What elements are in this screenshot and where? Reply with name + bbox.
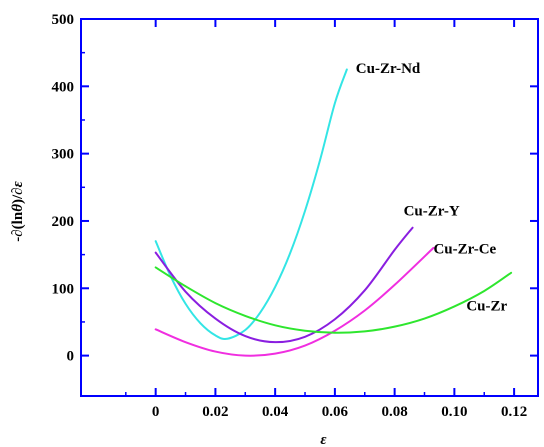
- series-label: Cu-Zr: [466, 299, 507, 315]
- x-tick-label: 0.12: [501, 404, 527, 420]
- y-tick-label: 500: [52, 12, 75, 28]
- y-axis-label-theta: θ: [10, 204, 26, 212]
- y-tick-label: 400: [52, 79, 75, 95]
- x-tick-label: 0.04: [262, 404, 289, 420]
- tick-layer: 0 0.02 0.04 0.06 0.08 0.10 0.12 0 100 200 300 400 50…: [52, 12, 538, 420]
- y-axis-label-open: (ln: [10, 211, 26, 229]
- y-axis-label: -∂(lnθ)/∂ε: [10, 180, 26, 241]
- series-line-cu-zr: [154, 266, 513, 334]
- x-tick-label: 0: [152, 404, 160, 420]
- annotation-layer: Cu-Zr-Nd Cu-Zr-Y Cu-Zr-Ce Cu-Zr: [356, 61, 508, 315]
- series-label: Cu-Zr-Nd: [356, 61, 421, 77]
- series-line-cu-zr-y: [154, 226, 414, 344]
- series-label: Cu-Zr-Y: [404, 204, 460, 220]
- y-axis-label-epsilon: ε: [10, 180, 26, 187]
- y-axis-label-partial-2: ∂: [10, 187, 26, 194]
- y-axis-label-close: )/: [10, 194, 26, 204]
- y-tick-label: 100: [52, 281, 75, 297]
- y-axis-label-prefix: -: [10, 237, 26, 242]
- y-axis-label-partial-1: ∂: [10, 229, 26, 236]
- series-line-cu-zr-nd: [154, 68, 348, 340]
- y-tick-label: 300: [52, 147, 75, 163]
- x-axis-label: ε: [320, 432, 327, 447]
- x-tick-label: 0.06: [322, 404, 349, 420]
- x-tick-label: 0.02: [202, 404, 228, 420]
- series-label: Cu-Zr-Ce: [433, 241, 496, 257]
- series-layer: [154, 68, 513, 357]
- y-tick-label: 0: [67, 349, 75, 365]
- series-line-cu-zr-ce: [154, 246, 435, 357]
- x-tick-label: 0.08: [382, 404, 408, 420]
- plot-frame: [80, 18, 539, 397]
- y-tick-label: 200: [52, 214, 75, 230]
- x-tick-label: 0.10: [441, 404, 467, 420]
